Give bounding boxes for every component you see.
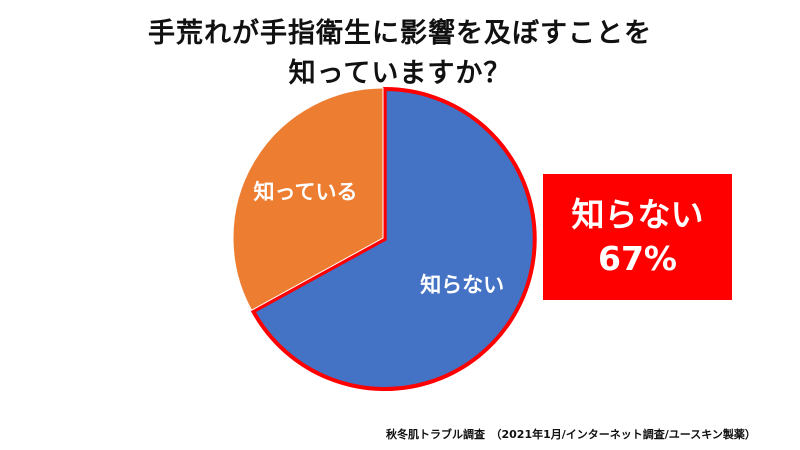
highlight-callout-label: 知らない (571, 195, 704, 234)
pie-slice-label: 知っている (254, 180, 358, 204)
pie-slice-label: 知らない (420, 273, 504, 297)
source-footnote: 秋冬肌トラブル調査 （2021年1月/インターネット調査/ユースキン製薬） (386, 428, 756, 441)
highlight-callout-value: 67% (598, 239, 677, 278)
chart-title-line-1: 手荒れが手指衛生に影響を及ぼすことを (148, 18, 652, 49)
pie-slice (250, 87, 537, 391)
highlight-callout: 知らない 67% (543, 174, 732, 300)
pie-slice (232, 87, 384, 311)
chart-title: 手荒れが手指衛生に影響を及ぼすことを 知っていますか？ (0, 14, 800, 94)
chart-title-line-2: 知っていますか？ (288, 58, 512, 89)
